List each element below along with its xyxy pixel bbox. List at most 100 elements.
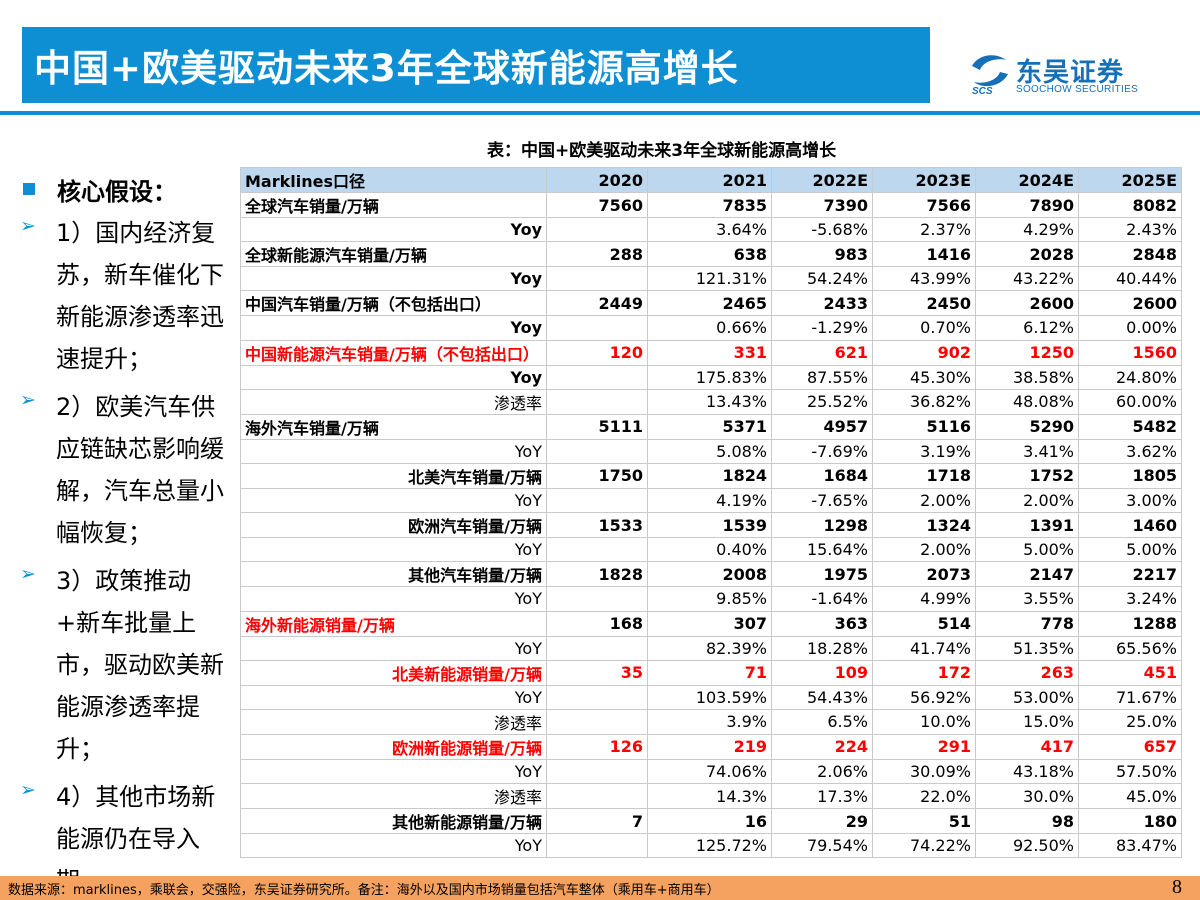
- value-cell: 4.29%: [975, 216, 1079, 243]
- value-cell: [546, 758, 648, 785]
- table-row: 中国汽车销量/万辆（不包括出口） 2449 2465 2433 2450 2600 2600: [240, 290, 1182, 317]
- row-label: 欧洲新能源销量/万辆: [240, 733, 547, 760]
- header-cell: 2020: [546, 167, 648, 193]
- row-label: 海外新能源销量/万辆: [240, 610, 547, 637]
- value-cell: 219: [647, 733, 772, 760]
- assumption-item: ➢ 1）国内经济复苏，新车催化下新能源渗透率迅速提升；: [20, 212, 232, 380]
- value-cell: 36.82%: [872, 388, 976, 415]
- value-cell: 98: [975, 808, 1079, 835]
- value-cell: 3.41%: [975, 438, 1079, 464]
- row-label: 渗透率: [240, 388, 547, 415]
- value-cell: 2073: [872, 561, 976, 588]
- value-cell: 5116: [872, 413, 976, 440]
- value-cell: 82.39%: [647, 635, 772, 661]
- value-cell: 331: [647, 339, 772, 366]
- value-cell: 71.67%: [1078, 684, 1182, 710]
- table-row: YoY 4.19% -7.65% 2.00% 2.00% 3.00%: [240, 487, 1182, 514]
- value-cell: 92.50%: [975, 833, 1079, 859]
- value-cell: 54.43%: [771, 684, 873, 710]
- value-cell: 172: [872, 659, 976, 686]
- table-row: 中国新能源汽车销量/万辆（不包括出口） 120 331 621 902 1250 1560: [240, 339, 1182, 366]
- value-cell: 1539: [647, 512, 772, 539]
- scs-logo-icon: SCS: [972, 55, 1008, 96]
- arrow-bullet-icon: ➢: [20, 389, 36, 411]
- table-row: 海外汽车销量/万辆 5111 5371 4957 5116 5290 5482: [240, 413, 1182, 440]
- value-cell: 51.35%: [975, 635, 1079, 661]
- value-cell: 43.99%: [872, 266, 976, 292]
- value-cell: 4.19%: [647, 487, 772, 514]
- table-row: 欧洲汽车销量/万辆 1533 1539 1298 1324 1391 1460: [240, 512, 1182, 539]
- value-cell: -1.29%: [771, 315, 873, 341]
- value-cell: 7835: [647, 192, 772, 218]
- value-cell: 25.0%: [1078, 708, 1182, 735]
- value-cell: 15.0%: [975, 708, 1079, 735]
- value-cell: 288: [546, 241, 648, 268]
- value-cell: 2.00%: [872, 537, 976, 563]
- value-cell: 1416: [872, 241, 976, 268]
- row-label: 其他汽车销量/万辆: [240, 561, 547, 588]
- value-cell: 56.92%: [872, 684, 976, 710]
- table-row: Yoy 175.83% 87.55% 45.30% 38.58% 24.80%: [240, 364, 1182, 390]
- value-cell: 9.85%: [647, 586, 772, 612]
- value-cell: 120: [546, 339, 648, 366]
- row-label: 渗透率: [240, 708, 547, 735]
- value-cell: [546, 388, 648, 415]
- value-cell: 2848: [1078, 241, 1182, 268]
- row-label: Yoy: [240, 216, 547, 243]
- value-cell: 2465: [647, 290, 772, 317]
- value-cell: 74.06%: [647, 758, 772, 785]
- title-banner: 中国+欧美驱动未来3年全球新能源高增长: [22, 27, 930, 103]
- value-cell: [546, 266, 648, 292]
- value-cell: 51: [872, 808, 976, 835]
- assumptions-heading-row: 核心假设：: [20, 172, 232, 206]
- header-cell: Marklines口径: [240, 167, 547, 193]
- sales-forecast-table: Marklines口径 2020 2021 2022E 2023E 2024E …: [240, 167, 1182, 859]
- value-cell: 168: [546, 610, 648, 637]
- value-cell: -7.65%: [771, 487, 873, 514]
- row-label: 全球新能源汽车销量/万辆: [240, 241, 547, 268]
- row-label: Yoy: [240, 364, 547, 390]
- value-cell: 2.43%: [1078, 216, 1182, 243]
- value-cell: 5111: [546, 413, 648, 440]
- value-cell: 16: [647, 808, 772, 835]
- page-title: 中国+欧美驱动未来3年全球新能源高增长: [34, 47, 739, 90]
- header-cell: 2023E: [872, 167, 976, 193]
- arrow-bullet-icon: ➢: [20, 779, 36, 801]
- value-cell: 224: [771, 733, 873, 760]
- table-header-row: Marklines口径 2020 2021 2022E 2023E 2024E …: [240, 167, 1182, 193]
- header-cell: 2021: [647, 167, 772, 193]
- value-cell: 30.09%: [872, 758, 976, 785]
- value-cell: 638: [647, 241, 772, 268]
- table-row: 渗透率 14.3% 17.3% 22.0% 30.0% 45.0%: [240, 783, 1182, 810]
- value-cell: 3.24%: [1078, 586, 1182, 612]
- row-label: 其他新能源销量/万辆: [240, 808, 547, 835]
- value-cell: 2147: [975, 561, 1079, 588]
- value-cell: 2028: [975, 241, 1079, 268]
- value-cell: 1750: [546, 462, 648, 489]
- value-cell: 2433: [771, 290, 873, 317]
- value-cell: 451: [1078, 659, 1182, 686]
- value-cell: 109: [771, 659, 873, 686]
- row-label: 欧洲汽车销量/万辆: [240, 512, 547, 539]
- header-cell: 2022E: [771, 167, 873, 193]
- row-label: 中国新能源汽车销量/万辆（不包括出口）: [240, 339, 547, 366]
- table-row: 其他汽车销量/万辆 1828 2008 1975 2073 2147 2217: [240, 561, 1182, 588]
- value-cell: [546, 833, 648, 859]
- value-cell: 13.43%: [647, 388, 772, 415]
- value-cell: -7.69%: [771, 438, 873, 464]
- value-cell: 5.00%: [1078, 537, 1182, 563]
- value-cell: 43.22%: [975, 266, 1079, 292]
- value-cell: 83.47%: [1078, 833, 1182, 859]
- value-cell: [546, 537, 648, 563]
- value-cell: 291: [872, 733, 976, 760]
- value-cell: 1298: [771, 512, 873, 539]
- value-cell: [546, 216, 648, 243]
- value-cell: 7390: [771, 192, 873, 218]
- table-row: 渗透率 13.43% 25.52% 36.82% 48.08% 60.00%: [240, 388, 1182, 415]
- value-cell: 3.19%: [872, 438, 976, 464]
- assumption-text: 2）欧美汽车供应链缺芯影响缓解，汽车总量小幅恢复；: [56, 393, 224, 547]
- value-cell: 1828: [546, 561, 648, 588]
- row-label: YoY: [240, 586, 547, 612]
- value-cell: 1250: [975, 339, 1079, 366]
- table-row: YoY 5.08% -7.69% 3.19% 3.41% 3.62%: [240, 438, 1182, 464]
